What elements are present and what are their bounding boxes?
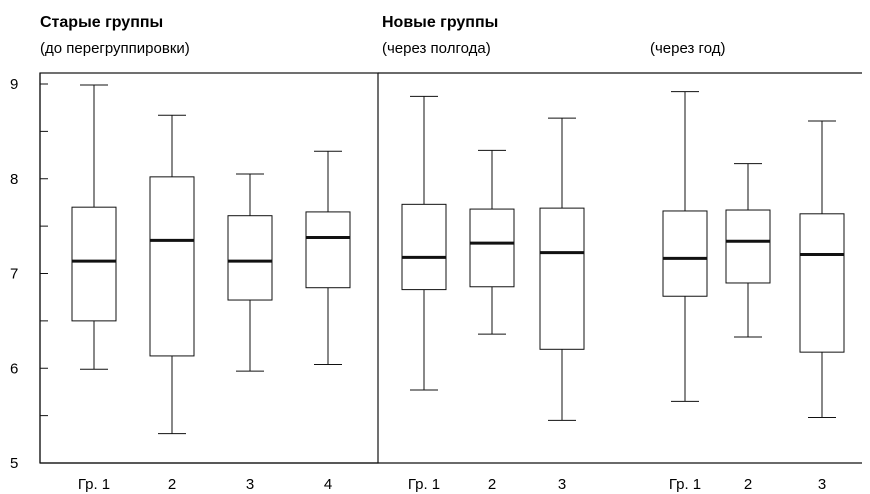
x-tick-label: 4 bbox=[324, 476, 332, 493]
y-tick-label: 9 bbox=[10, 76, 18, 93]
box-half-year-2 bbox=[469, 149, 515, 335]
box-half-year-1 bbox=[401, 95, 447, 391]
old-groups-frame bbox=[39, 72, 379, 464]
box-old-4 bbox=[305, 150, 351, 365]
box-half-year-3 bbox=[539, 117, 585, 421]
x-tick-label: 3 bbox=[558, 476, 566, 493]
x-tick-label: 2 bbox=[744, 476, 752, 493]
box-iqr bbox=[227, 215, 273, 301]
box-iqr bbox=[469, 208, 515, 288]
box-old-3 bbox=[227, 173, 273, 372]
box-iqr bbox=[401, 203, 447, 291]
new-groups-title: Новые группы bbox=[382, 14, 498, 31]
y-tick-label: 7 bbox=[10, 266, 18, 283]
box-old-2 bbox=[149, 114, 195, 435]
x-tick-label: Гр. 1 bbox=[669, 476, 701, 493]
x-tick-label: 3 bbox=[818, 476, 826, 493]
box-iqr bbox=[539, 207, 585, 350]
x-tick-label: 3 bbox=[246, 476, 254, 493]
box-year-1 bbox=[662, 91, 708, 402]
box-iqr bbox=[725, 209, 771, 284]
box-iqr bbox=[71, 206, 117, 322]
year-subtitle: (через год) bbox=[650, 40, 725, 57]
box-iqr bbox=[662, 210, 708, 297]
box-iqr bbox=[799, 213, 845, 353]
box-old-1 bbox=[71, 84, 117, 370]
old-groups-title: Старые группы bbox=[40, 14, 163, 31]
box-year-3 bbox=[799, 120, 845, 419]
half-year-subtitle: (через полгода) bbox=[382, 40, 491, 57]
x-tick-label: 2 bbox=[488, 476, 496, 493]
y-tick-label: 8 bbox=[10, 171, 18, 188]
x-tick-label: Гр. 1 bbox=[78, 476, 110, 493]
old-groups-subtitle: (до перегруппировки) bbox=[40, 40, 190, 57]
box-year-2 bbox=[725, 163, 771, 338]
y-tick-label: 6 bbox=[10, 360, 18, 377]
box-iqr bbox=[305, 211, 351, 289]
box-iqr bbox=[149, 176, 195, 357]
x-tick-label: Гр. 1 bbox=[408, 476, 440, 493]
y-tick-label: 5 bbox=[10, 455, 18, 472]
x-tick-label: 2 bbox=[168, 476, 176, 493]
